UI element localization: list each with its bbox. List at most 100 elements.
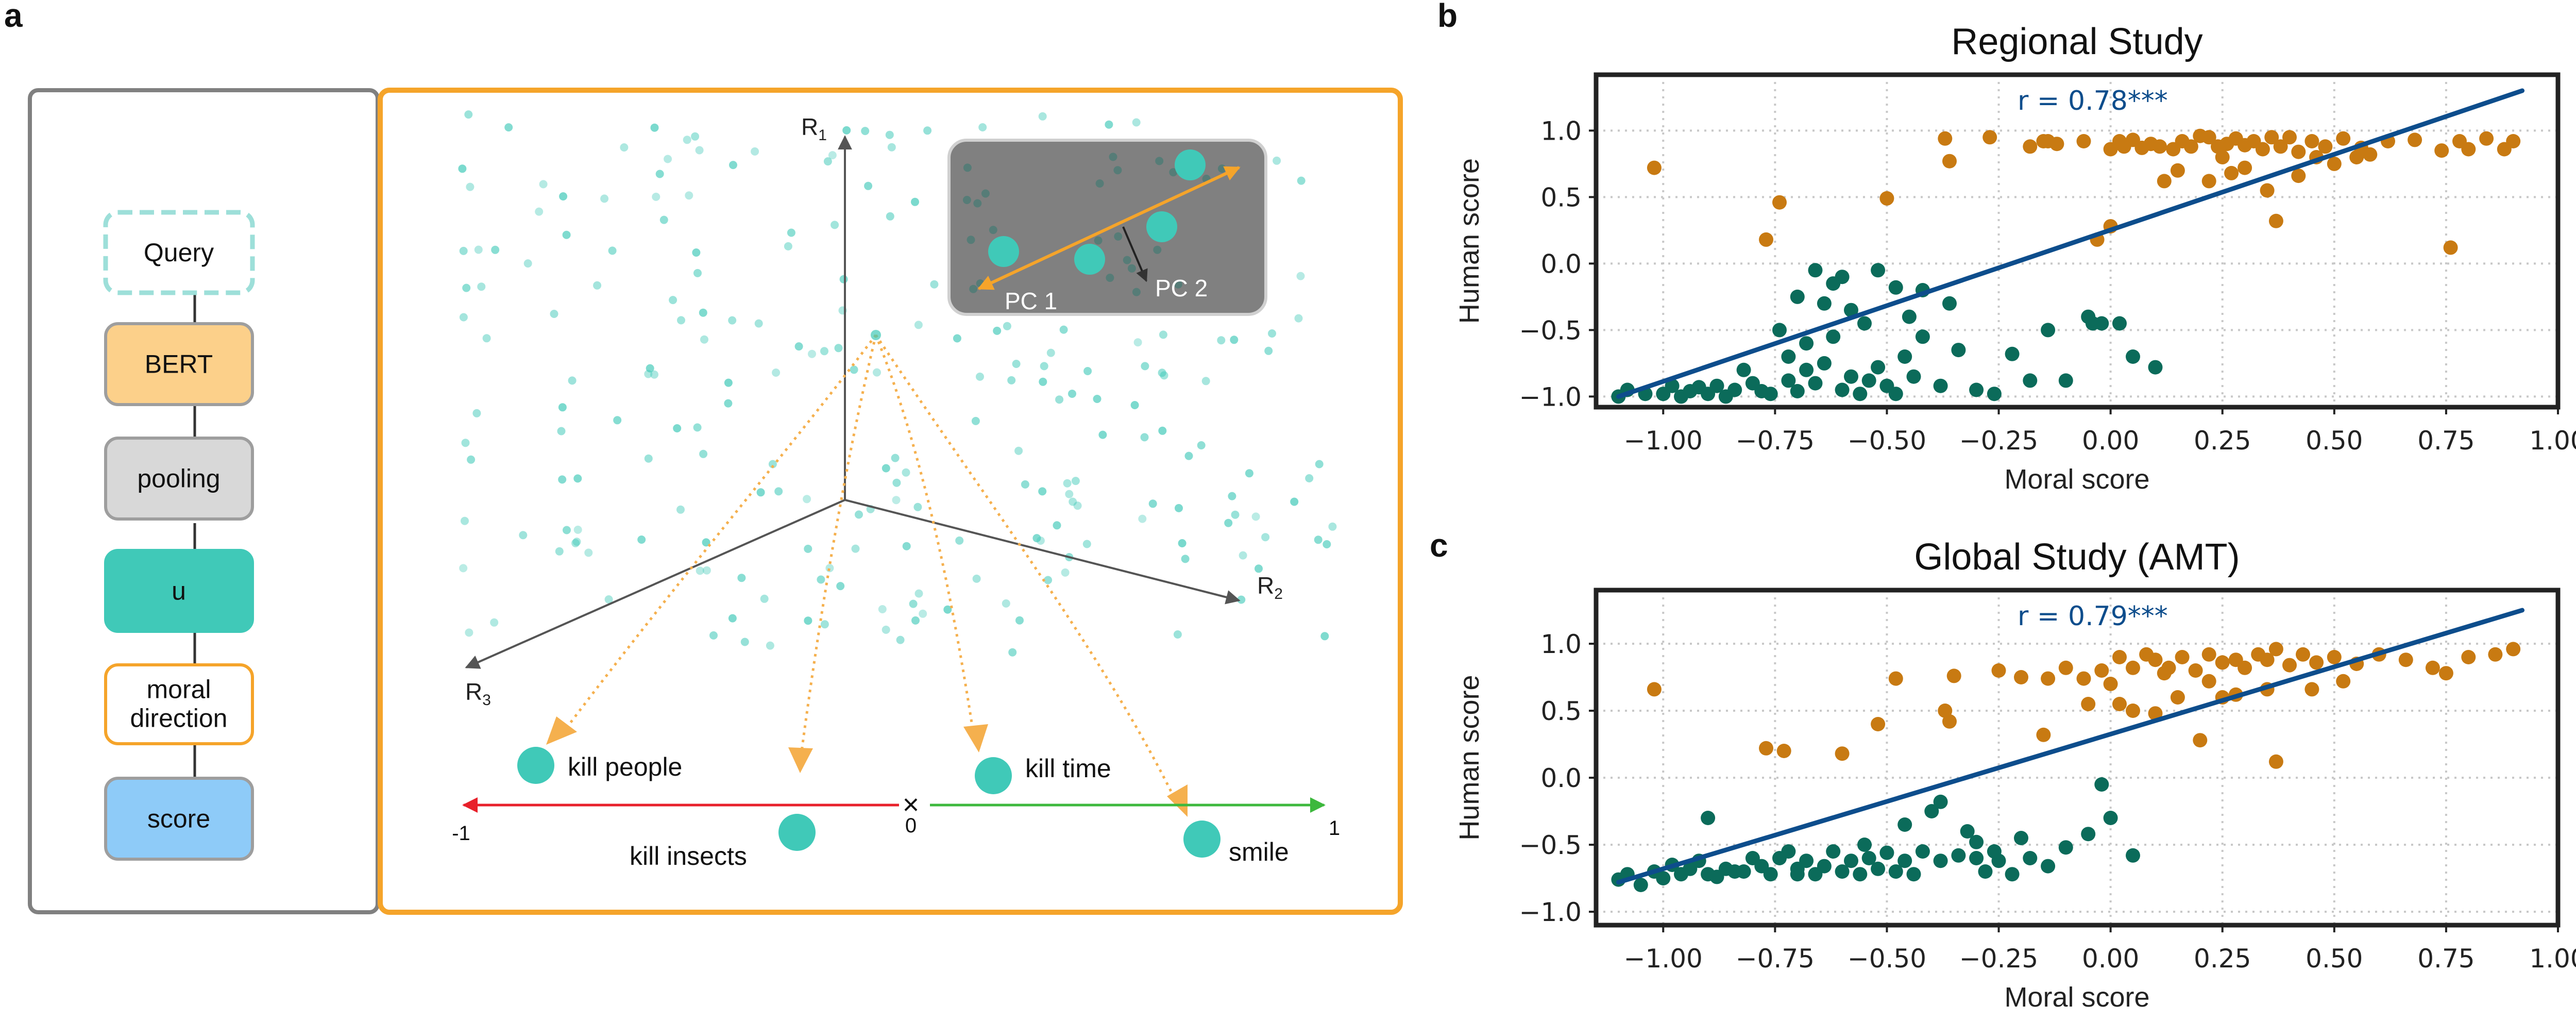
cloud-point <box>1098 430 1107 439</box>
point-negative <box>2126 848 2140 863</box>
point-positive <box>2438 666 2453 681</box>
inset-cloud-point <box>981 189 990 198</box>
point-negative <box>1853 387 1868 401</box>
x-tick-label: −0.50 <box>1848 944 1926 974</box>
cloud-point <box>1093 395 1101 403</box>
cloud-point <box>756 488 765 497</box>
cloud-point <box>851 544 860 553</box>
x-tick-label: 1.00 <box>2529 944 2576 974</box>
point-negative <box>1781 349 1796 364</box>
cloud-point <box>1132 118 1141 127</box>
cloud-point <box>659 215 668 224</box>
cloud-point <box>914 321 923 329</box>
u-box: u <box>104 549 254 633</box>
point-negative <box>1857 316 1872 331</box>
cloud-point <box>943 605 952 614</box>
cloud-point <box>784 242 792 250</box>
inset-cloud-point <box>1094 236 1103 245</box>
cloud-point <box>902 542 911 550</box>
point-negative <box>1781 373 1796 388</box>
cloud-point <box>1261 533 1270 542</box>
cloud-point <box>519 531 528 540</box>
point-positive <box>2103 677 2118 691</box>
cloud-point <box>1273 156 1281 165</box>
cloud-point <box>729 161 737 170</box>
cloud-point <box>467 455 476 464</box>
point-positive <box>2157 666 2172 681</box>
cloud-point <box>886 212 894 221</box>
cloud-point <box>740 638 749 646</box>
point-positive <box>2434 143 2449 158</box>
cloud-point <box>573 474 582 483</box>
cloud-point <box>808 349 816 358</box>
regression-line <box>1616 608 2525 885</box>
cloud-point <box>559 192 568 200</box>
point-positive <box>1772 195 1787 210</box>
cloud-point <box>914 589 923 598</box>
cloud-point <box>558 403 567 412</box>
inset-cloud-point <box>967 236 975 244</box>
cloud-point <box>676 505 685 514</box>
point-positive <box>2363 147 2378 162</box>
cloud-point <box>728 614 737 623</box>
cloud-point <box>930 280 939 289</box>
cloud-point <box>1008 648 1017 657</box>
point-positive <box>1991 663 2006 678</box>
cloud-point <box>1159 330 1167 339</box>
cloud-point <box>887 143 896 152</box>
point-positive <box>2461 142 2476 157</box>
cloud-point <box>953 334 961 343</box>
cloud-point <box>1061 568 1070 577</box>
pc2-arrow <box>1122 226 1148 282</box>
regression-line <box>1616 88 2525 399</box>
point-negative <box>2081 827 2096 842</box>
point-negative <box>1933 794 1948 809</box>
point-negative <box>1915 329 1930 344</box>
point-positive <box>2224 165 2239 180</box>
point-negative <box>1871 360 1886 375</box>
cloud-point <box>864 181 873 190</box>
cloud-point <box>1038 112 1047 121</box>
cloud-point <box>539 180 548 189</box>
cloud-point <box>613 416 622 425</box>
cloud-point <box>1323 540 1331 548</box>
cloud-point <box>637 535 646 544</box>
point-positive <box>2041 671 2056 686</box>
cloud-point <box>1007 376 1016 384</box>
x-tick-label: −0.25 <box>1959 944 2038 974</box>
inset-cloud-point <box>963 163 972 172</box>
point-positive <box>2255 142 2270 157</box>
inset-cloud-point <box>1132 288 1141 296</box>
item-label-smile: smile <box>1229 838 1289 866</box>
cloud-point <box>461 439 470 447</box>
point-positive <box>2112 697 2127 711</box>
inset-cloud-point <box>969 284 978 293</box>
x-tick-label: 1.00 <box>2529 426 2576 456</box>
cloud-point <box>913 503 922 511</box>
cloud-point <box>584 548 593 557</box>
cloud-point <box>993 326 1002 335</box>
point-negative <box>1861 851 1876 865</box>
point-positive <box>2304 134 2319 148</box>
point-negative <box>1942 296 1957 311</box>
cloud-point <box>1105 120 1113 129</box>
point-positive <box>2296 647 2310 662</box>
point-positive <box>2282 658 2297 673</box>
point-positive <box>2170 163 2185 178</box>
point-positive <box>2260 652 2275 667</box>
point-positive <box>2260 183 2275 198</box>
cloud-point <box>1133 338 1142 347</box>
cloud-point <box>571 539 580 547</box>
point-positive <box>2238 160 2252 175</box>
point-negative <box>2058 373 2073 388</box>
inset-cloud-point <box>1106 274 1114 282</box>
scale-min-label: -1 <box>452 822 470 845</box>
point-positive <box>1879 191 1894 206</box>
cloud-point <box>482 334 491 343</box>
cloud-point <box>1059 325 1068 334</box>
box-label: moral <box>146 675 211 704</box>
point-positive <box>2081 697 2096 711</box>
point-negative <box>1817 356 1832 371</box>
cloud-point <box>836 582 845 591</box>
x-tick-label: 0.50 <box>2306 944 2363 974</box>
